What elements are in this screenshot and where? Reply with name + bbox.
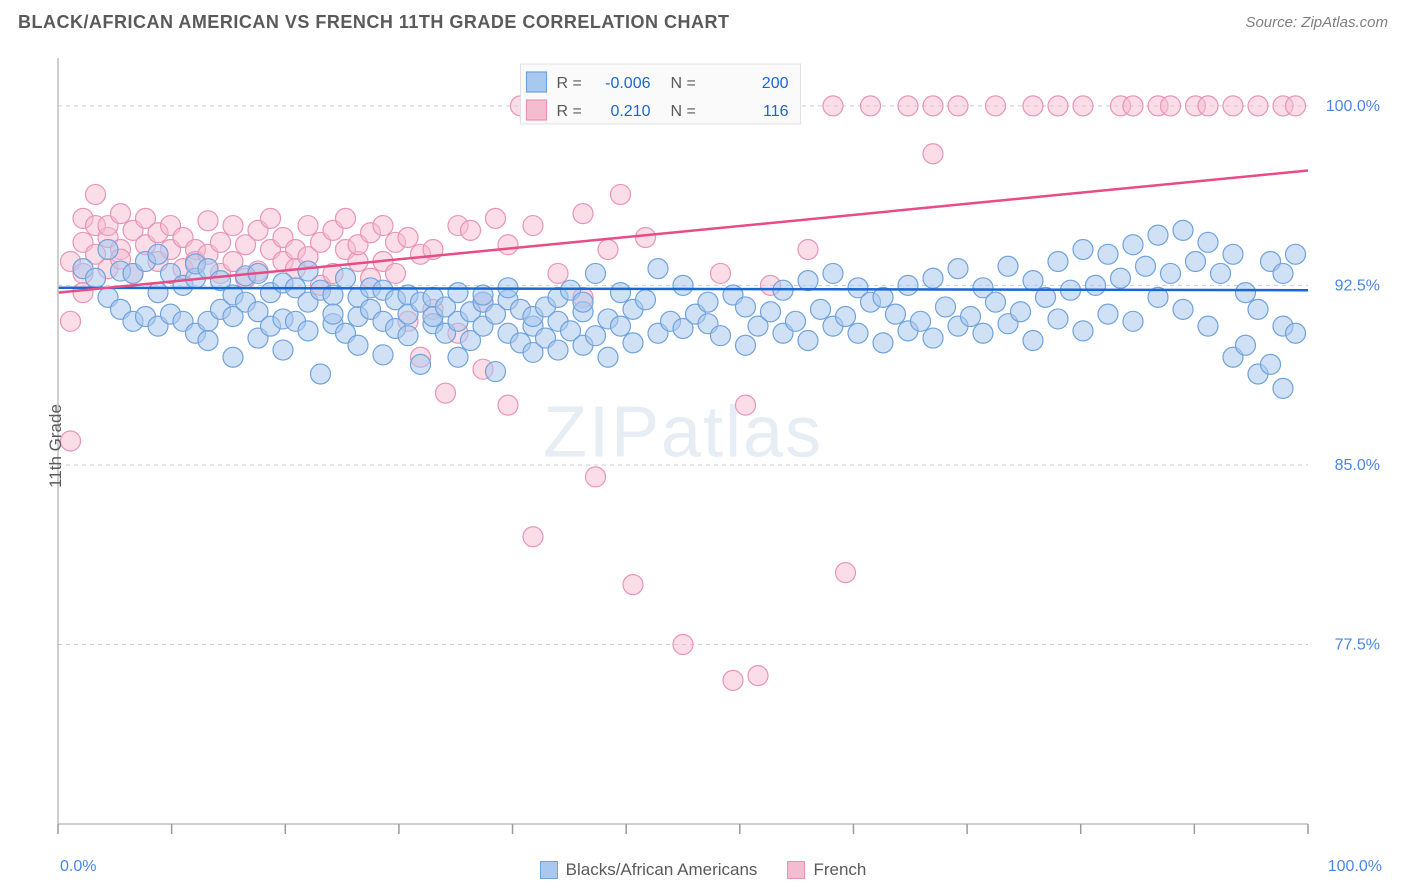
legend-item-blue: Blacks/African Americans — [540, 860, 758, 880]
source-attribution: Source: ZipAtlas.com — [1245, 14, 1388, 31]
legend-swatch-blue — [540, 861, 558, 879]
svg-text:N =: N = — [671, 103, 696, 120]
chart-title: BLACK/AFRICAN AMERICAN VS FRENCH 11TH GR… — [18, 12, 730, 33]
svg-text:ZIPatlas: ZIPatlas — [543, 392, 823, 472]
chart-header: BLACK/AFRICAN AMERICAN VS FRENCH 11TH GR… — [0, 0, 1406, 39]
svg-text:77.5%: 77.5% — [1335, 636, 1380, 653]
svg-text:200: 200 — [762, 75, 789, 92]
legend-swatch-pink — [787, 861, 805, 879]
svg-text:-0.006: -0.006 — [605, 75, 650, 92]
svg-text:92.5%: 92.5% — [1335, 277, 1380, 294]
chart-area: 11th Grade 77.5% 85.0% 92.5% 100.0% ZIPatlas… — [48, 48, 1388, 844]
svg-text:100.0%: 100.0% — [1326, 98, 1380, 115]
scatter-plot-svg: 77.5% 85.0% 92.5% 100.0% ZIPatlas R = -0.006 N … — [48, 48, 1388, 844]
svg-text:0.210: 0.210 — [610, 103, 650, 120]
y-axis-label: 11th Grade — [46, 404, 66, 488]
svg-text:R =: R = — [557, 75, 582, 92]
svg-text:116: 116 — [763, 103, 789, 120]
svg-text:85.0%: 85.0% — [1335, 457, 1380, 474]
bottom-legend: Blacks/African Americans French — [0, 860, 1406, 880]
svg-text:N =: N = — [671, 75, 696, 92]
legend-item-pink: French — [787, 860, 866, 880]
svg-text:R =: R = — [557, 103, 582, 120]
legend-label-pink: French — [813, 860, 866, 880]
legend-label-blue: Blacks/African Americans — [566, 860, 758, 880]
